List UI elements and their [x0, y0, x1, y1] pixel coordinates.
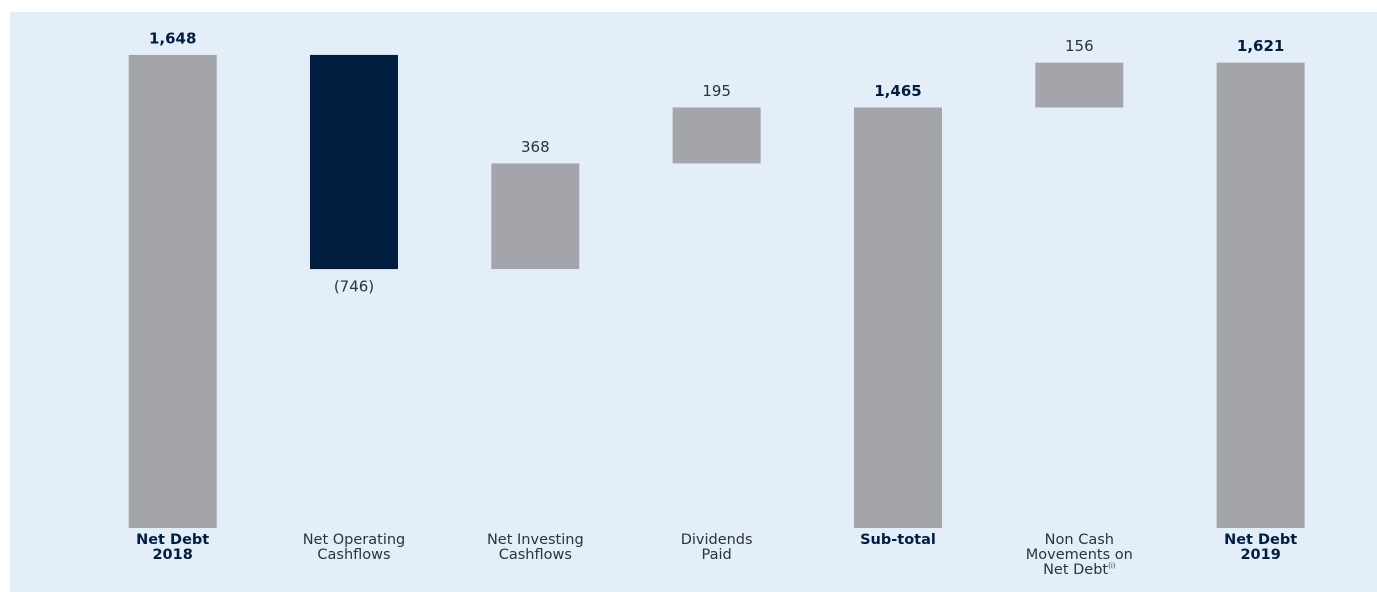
bar: [491, 163, 580, 270]
category-text: Dividends Paid: [680, 532, 753, 563]
x-tick-label: Net Debt 2019: [1176, 533, 1346, 563]
category-text: Net Investing Cashflows: [486, 532, 584, 563]
value-label: 156: [1065, 37, 1094, 55]
x-tick-label: Sub-total: [813, 533, 983, 548]
x-tick-label: Net Operating Cashflows: [269, 533, 439, 563]
category-text: Net Debt 2018: [136, 532, 210, 563]
value-label: 1,465: [874, 82, 921, 100]
value-label: 1,648: [149, 29, 196, 47]
category-text: Net Operating Cashflows: [302, 532, 406, 563]
value-label: 1,621: [1237, 37, 1284, 55]
value-label: 368: [521, 138, 550, 156]
bar: [1216, 62, 1305, 529]
x-tick-label: Dividends Paid: [632, 533, 802, 563]
x-tick-label: Non Cash Movements on Net Debt(i): [994, 533, 1164, 578]
category-text: Sub-total: [860, 532, 936, 548]
bar: [853, 107, 942, 528]
x-tick-label: Net Investing Cashflows: [450, 533, 620, 563]
bar: [672, 107, 761, 164]
bar: [128, 54, 217, 528]
bar: [1035, 62, 1124, 108]
footnote-mark: (i): [1108, 562, 1116, 570]
category-text: Net Debt 2019: [1224, 532, 1298, 563]
category-text: Non Cash Movements on Net Debt: [1025, 532, 1133, 578]
value-label: 195: [702, 82, 731, 100]
bar: [309, 54, 398, 270]
value-label: (746): [334, 278, 374, 296]
x-tick-label: Net Debt 2018: [88, 533, 258, 563]
